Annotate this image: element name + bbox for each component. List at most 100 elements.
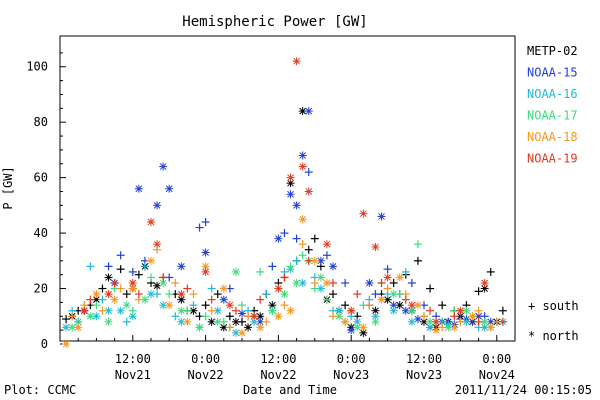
noaa-15-south-point xyxy=(322,251,331,260)
noaa-18-north-point xyxy=(341,317,350,326)
noaa-16-south-point xyxy=(98,295,107,304)
noaa-16-north-point xyxy=(159,301,168,310)
x-axis-label: Date and Time xyxy=(243,383,337,397)
noaa-19-south-point xyxy=(134,290,143,299)
y-tick-label: 100 xyxy=(26,60,48,74)
noaa-17-south-point xyxy=(322,295,331,304)
x-tick-date-label: Nov23 xyxy=(333,368,369,382)
noaa-19-south-point xyxy=(329,279,337,287)
noaa-19-south-point xyxy=(377,279,386,287)
noaa-18-south-point xyxy=(171,279,180,287)
metp-02-south-point xyxy=(122,290,131,299)
noaa-17-north-point xyxy=(231,267,240,276)
noaa-18-south-point xyxy=(310,279,319,287)
noaa-17-north-point xyxy=(195,323,204,332)
footer-timestamp: 2011/11/24 00:15:05 xyxy=(455,383,592,397)
noaa-15-south-point xyxy=(128,267,137,276)
metp-02-north-point xyxy=(104,273,113,282)
noaa-19-north-point xyxy=(153,240,162,249)
noaa-16-south-point xyxy=(122,317,131,326)
x-axis: 12:00 Nov21 0:00 Nov22 12:00 Nov22 0:00 Nov23 12… xyxy=(77,335,515,382)
noaa-18-north-point xyxy=(450,323,459,332)
noaa-16-south-point xyxy=(207,284,216,293)
noaa-16-south-point xyxy=(171,312,180,321)
noaa-19-north-point xyxy=(298,162,307,171)
noaa-16-south-point xyxy=(140,262,149,271)
noaa-15-south-point xyxy=(104,262,113,271)
noaa-19-north-point xyxy=(322,240,331,249)
legend-noaa-19: NOAA-19 xyxy=(527,152,578,166)
metp-02-north-point xyxy=(207,317,216,326)
metp-02-north-point xyxy=(153,281,162,290)
noaa-17-south-point xyxy=(147,273,155,282)
noaa-18-north-point xyxy=(62,340,71,348)
x-tick-date-label: Nov22 xyxy=(188,368,224,382)
noaa-18-south-point xyxy=(280,301,289,310)
x-tick-time-label: 12:00 xyxy=(406,352,442,366)
y-tick-label: 40 xyxy=(34,226,48,240)
marker-legend-south: + south xyxy=(528,299,579,313)
y-tick-label: 80 xyxy=(34,115,48,129)
noaa-17-south-point xyxy=(298,251,307,260)
noaa-18-north-point xyxy=(432,326,441,335)
metp-02-north-point xyxy=(231,317,240,326)
noaa-19-north-point xyxy=(383,273,392,282)
noaa-15-north-point xyxy=(365,279,374,287)
noaa-19-north-point xyxy=(177,290,186,299)
noaa-18-south-point xyxy=(298,240,307,249)
noaa-18-north-point xyxy=(92,290,101,299)
noaa-15-north-point xyxy=(292,201,301,210)
noaa-18-north-point xyxy=(468,312,477,321)
y-axis-label: P [GW] xyxy=(1,166,15,209)
noaa-19-north-point xyxy=(274,284,283,293)
noaa-18-south-point xyxy=(262,317,271,326)
metp-02-south-point xyxy=(98,284,107,293)
noaa-19-south-point xyxy=(110,279,119,287)
noaa-15-south-point xyxy=(383,265,392,274)
noaa-18-north-point xyxy=(219,284,228,293)
noaa-15-north-point xyxy=(238,309,246,318)
noaa-18-south-point xyxy=(474,306,483,315)
metp-02-south-point xyxy=(413,256,422,265)
noaa-16-north-point xyxy=(177,317,186,326)
noaa-18-south-point xyxy=(438,323,447,332)
noaa-18-north-point xyxy=(286,306,295,315)
metp-02-south-point xyxy=(341,301,350,310)
noaa-15-north-point xyxy=(177,262,186,271)
series-legend: METP-02 NOAA-15 NOAA-16 NOAA-17 NOAA-18 NOAA-… xyxy=(527,44,578,166)
noaa-19-north-point xyxy=(456,306,465,315)
x-tick-date-label: Nov23 xyxy=(406,368,442,382)
noaa-17-north-point xyxy=(104,317,113,326)
noaa-15-north-point xyxy=(134,184,143,193)
noaa-16-north-point xyxy=(407,317,416,326)
noaa-18-north-point xyxy=(274,312,283,321)
noaa-19-north-point xyxy=(225,301,234,310)
x-tick-date-label: Nov24 xyxy=(479,368,515,382)
noaa-19-south-point xyxy=(426,306,435,315)
noaa-18-south-point xyxy=(68,312,77,321)
noaa-15-north-point xyxy=(274,234,283,243)
noaa-19-south-point xyxy=(86,295,95,304)
noaa-18-north-point xyxy=(298,215,307,224)
noaa-18-north-point xyxy=(377,295,386,304)
x-tick-time-label: 12:00 xyxy=(115,352,151,366)
noaa-17-north-point xyxy=(86,312,95,321)
noaa-18-north-point xyxy=(110,295,119,304)
noaa-17-north-point xyxy=(389,290,398,299)
noaa-16-north-point xyxy=(389,306,398,315)
metp-02-south-point xyxy=(304,245,313,254)
noaa-18-south-point xyxy=(456,317,465,326)
metp-02-south-point xyxy=(62,315,71,324)
noaa-19-south-point xyxy=(353,290,362,299)
y-tick-label: 0 xyxy=(41,337,48,351)
metp-02-south-point xyxy=(213,290,222,299)
marker-legend-north: * north xyxy=(528,329,579,343)
noaa-15-north-point xyxy=(298,151,307,160)
y-tick-label: 60 xyxy=(34,171,48,185)
metp-02-south-point xyxy=(498,306,507,315)
noaa-16-north-point xyxy=(147,290,155,299)
noaa-17-north-point xyxy=(122,301,131,310)
noaa-18-north-point xyxy=(395,273,404,282)
noaa-16-south-point xyxy=(262,290,271,299)
noaa-16-south-point xyxy=(189,301,198,310)
